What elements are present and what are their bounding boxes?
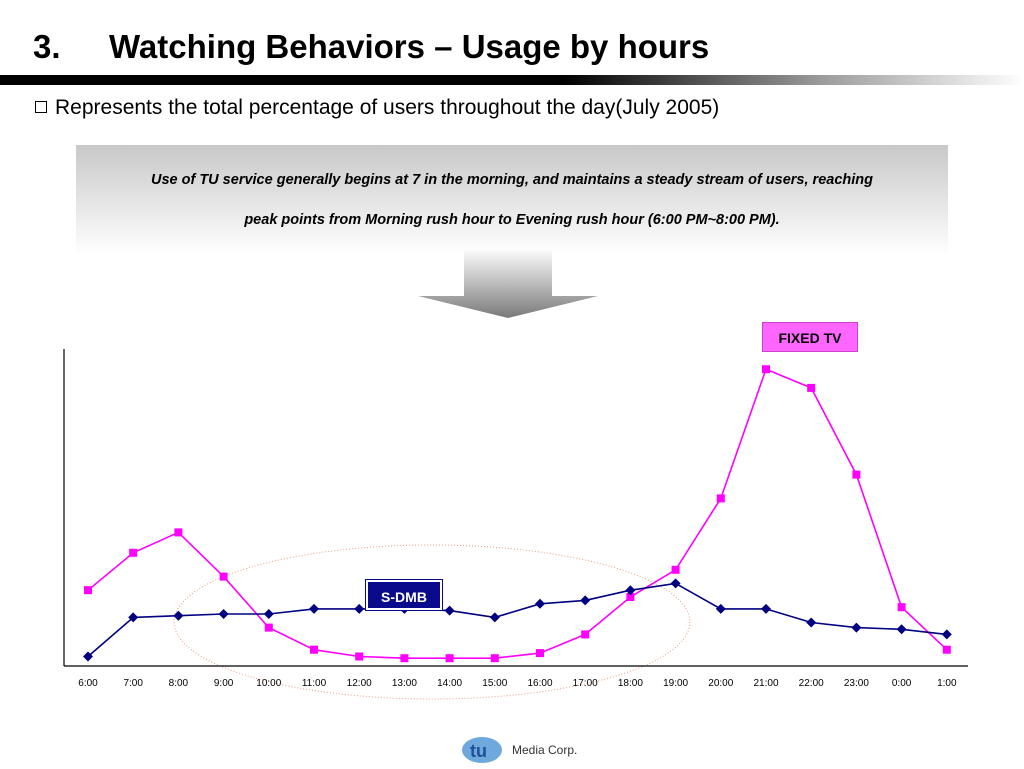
- fixed-tv-label: FIXED TV: [762, 322, 858, 352]
- x-tick-label: 1:00: [937, 678, 957, 689]
- fixed-tv-point: [852, 470, 861, 479]
- x-tick-label: 15:00: [482, 678, 507, 689]
- fixed-tv-point: [445, 654, 454, 663]
- s-dmb-line: [87, 582, 947, 658]
- chart-plot-area: 6:00 7:00 8:00 9:00 10:00 11:00 12:00 13:00 14:0…: [63, 349, 968, 700]
- title-text: Watching Behaviors – Usage by hours: [109, 28, 710, 65]
- fixed-tv-point: [84, 586, 92, 595]
- s-dmb-point: [489, 612, 500, 623]
- x-tick-label: 8:00: [169, 678, 189, 689]
- s-dmb-point: [444, 605, 455, 616]
- fixed-tv-point: [942, 645, 951, 654]
- s-dmb-point: [625, 585, 636, 596]
- fixed-tv-point: [129, 548, 138, 557]
- x-tick-label: 12:00: [347, 678, 372, 689]
- fixed-tv-line: [87, 368, 948, 660]
- s-dmb-point: [941, 629, 952, 640]
- fixed-tv-point: [400, 654, 409, 663]
- x-tick-label: 22:00: [799, 678, 824, 689]
- s-dmb-point: [806, 617, 817, 628]
- s-dmb-label: S-DMB: [365, 579, 443, 611]
- s-dmb-point: [580, 595, 591, 606]
- x-tick-label: 10:00: [256, 678, 281, 689]
- highlight-ellipse: [173, 544, 691, 700]
- tu-logo-mark: tu: [470, 741, 487, 761]
- slide-title: 3. Watching Behaviors – Usage by hours: [33, 28, 709, 66]
- s-dmb-point: [670, 578, 681, 589]
- x-tick-label: 13:00: [392, 678, 417, 689]
- x-tick-label: 19:00: [663, 678, 688, 689]
- fixed-tv-point: [264, 623, 273, 632]
- logo-text: Media Corp.: [512, 743, 578, 757]
- callout-box: Use of TU service generally begins at 7 …: [76, 145, 948, 255]
- fixed-tv-point: [626, 593, 635, 601]
- title-underline: [0, 75, 1024, 85]
- subtitle: Represents the total percentage of users…: [35, 96, 719, 120]
- tu-logo-icon: tu: [462, 737, 502, 763]
- fixed-tv-point: [490, 654, 499, 663]
- callout-line-2: peak points from Morning rush hour to Ev…: [244, 212, 780, 228]
- fixed-tv-point: [219, 572, 228, 581]
- x-tick-label: 9:00: [214, 678, 234, 689]
- x-tick-label: 11:00: [302, 678, 327, 689]
- fixed-tv-point: [355, 652, 364, 661]
- company-logo: tu Media Corp.: [460, 736, 590, 764]
- s-dmb-point: [715, 603, 726, 614]
- fixed-tv-point: [762, 365, 770, 374]
- fixed-tv-point: [671, 565, 680, 574]
- s-dmb-point: [263, 609, 274, 619]
- title-number: 3.: [33, 28, 61, 65]
- fixed-tv-point: [536, 649, 544, 658]
- s-dmb-point: [761, 603, 771, 614]
- x-tick-label: 17:00: [573, 678, 598, 689]
- fixed-tv-point: [174, 528, 183, 537]
- s-dmb-point: [354, 603, 365, 614]
- x-tick-label: 18:00: [618, 678, 643, 689]
- s-dmb-point: [535, 598, 545, 609]
- callout-line-1: Use of TU service generally begins at 7 …: [150, 172, 873, 188]
- fixed-tv-point: [581, 630, 590, 639]
- x-tick-label: 20:00: [708, 678, 733, 689]
- s-dmb-point: [309, 603, 319, 614]
- down-arrow-icon: [418, 248, 598, 318]
- x-tick-label: 23:00: [844, 678, 869, 689]
- x-tick-label: 16:00: [527, 678, 552, 689]
- s-dmb-point: [218, 609, 229, 619]
- fixed-tv-point: [897, 603, 906, 612]
- s-dmb-point: [851, 622, 862, 633]
- fixed-tv-point: [716, 494, 725, 503]
- x-tick-label: 14:00: [437, 678, 462, 689]
- x-tick-label: 7:00: [123, 678, 143, 689]
- s-dmb-point: [128, 612, 139, 623]
- subtitle-text: Represents the total percentage of users…: [55, 96, 720, 119]
- s-dmb-point: [83, 651, 93, 662]
- checkbox-bullet-icon: [35, 101, 47, 113]
- x-tick-label: 0:00: [892, 678, 912, 689]
- x-tick-label: 6:00: [78, 678, 98, 689]
- s-dmb-point: [173, 610, 184, 621]
- fixed-tv-point: [807, 383, 816, 392]
- fixed-tv-point: [310, 645, 318, 654]
- s-dmb-point: [896, 624, 907, 635]
- x-tick-label: 21:00: [753, 678, 778, 689]
